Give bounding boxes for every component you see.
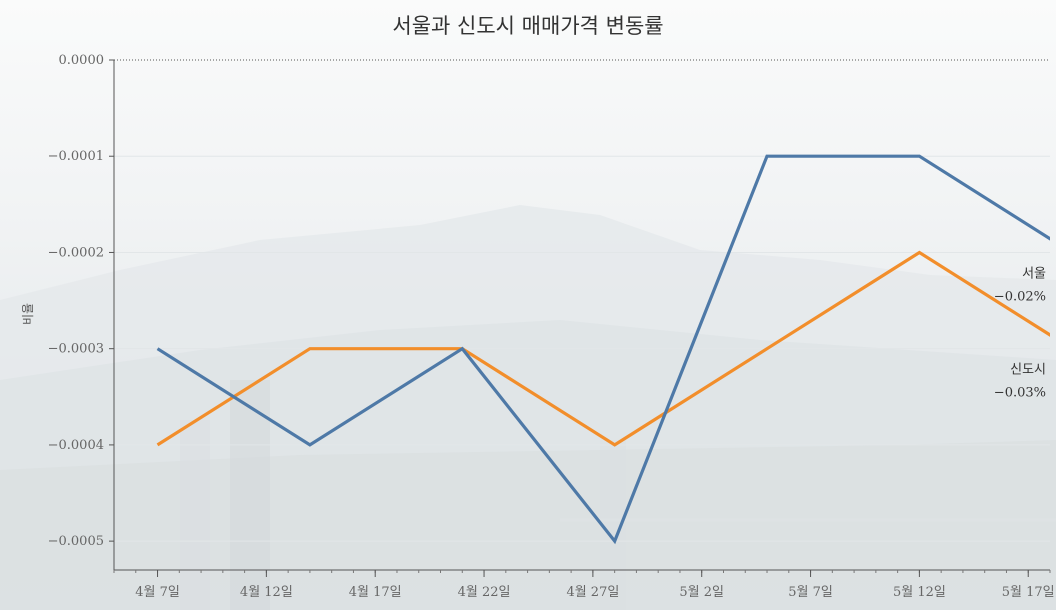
x-tick-label: 4월 17일 xyxy=(349,585,402,600)
series-end-name: 신도시 xyxy=(1010,363,1046,378)
x-tick-label: 4월 27일 xyxy=(566,585,619,600)
x-tick-label: 5월 7일 xyxy=(788,585,833,600)
y-tick-label: −0.0004 xyxy=(48,438,104,453)
y-tick-label: −0.0001 xyxy=(48,149,104,164)
x-tick-label: 5월 12일 xyxy=(893,585,946,600)
series-end-value: −0.03% xyxy=(994,386,1046,401)
series-end-value: −0.02% xyxy=(994,289,1046,304)
y-tick-label: −0.0003 xyxy=(48,342,104,357)
y-axis-label: 비율 xyxy=(21,303,35,325)
end-label-layer: 서울 −0.02% 신도시 −0.03% xyxy=(994,266,1046,400)
series-layer xyxy=(156,154,1050,545)
y-tick-label: 0.0000 xyxy=(59,53,105,68)
x-tick-label: 5월 17일 xyxy=(1002,585,1055,600)
x-tick-label: 5월 2일 xyxy=(679,585,724,600)
series-line-seoul xyxy=(156,154,1050,545)
y-tick-label: −0.0005 xyxy=(48,534,104,549)
series-end-name: 서울 xyxy=(1022,266,1046,281)
x-tick-label: 4월 12일 xyxy=(240,585,293,600)
x-tick-label: 4월 22일 xyxy=(458,585,511,600)
chart-title: 서울과 신도시 매매가격 변동률 xyxy=(392,14,663,38)
x-tick-label: 4월 7일 xyxy=(135,585,180,600)
y-tick-label: −0.0002 xyxy=(48,245,104,260)
axis-layer: 0.0000 −0.0001 −0.0002 −0.0003 −0.0004 −0.000… xyxy=(48,53,1055,600)
series-line-newtown xyxy=(156,250,1050,447)
grid-layer xyxy=(114,59,1050,542)
